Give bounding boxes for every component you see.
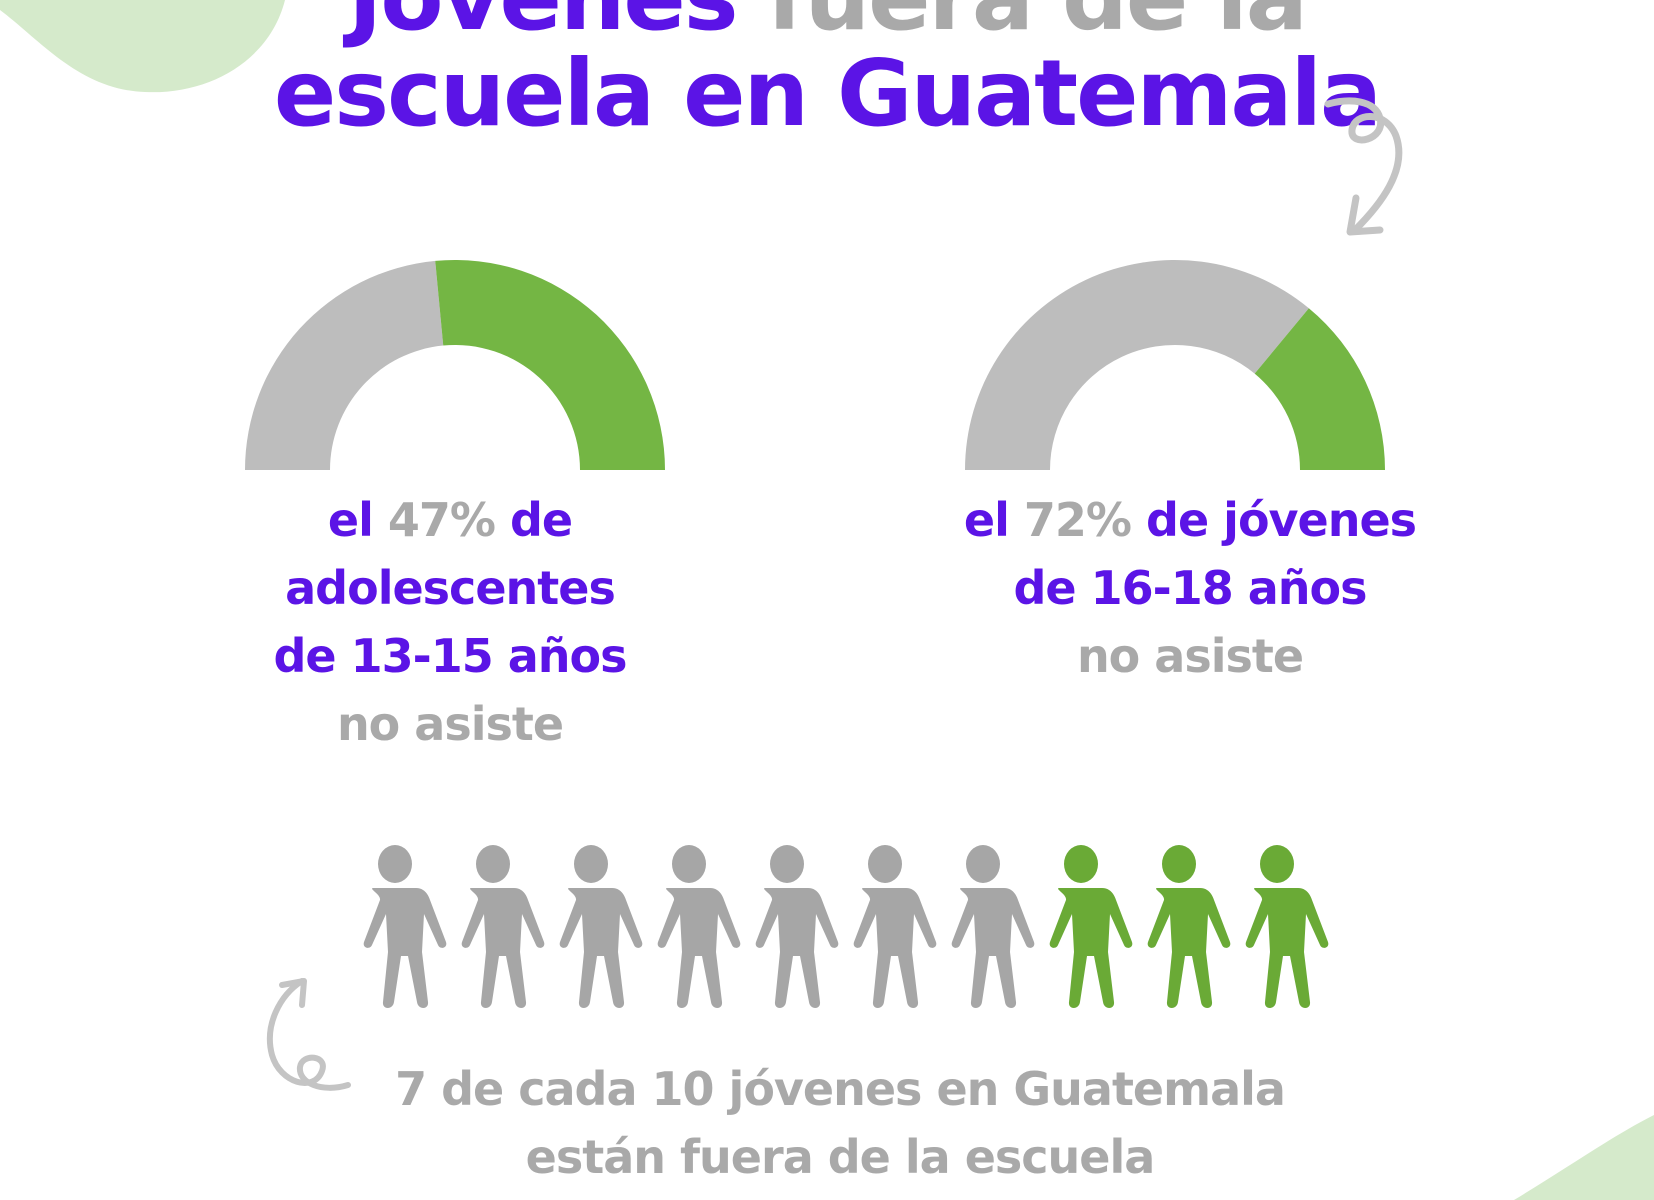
page-title-line2: escuela en Guatemala [273, 40, 1382, 147]
person-icon [1245, 845, 1329, 1008]
gauge-caption-16-18: el 72% de jóvenes de 16-18 años no asist… [920, 486, 1460, 690]
person-icon [853, 845, 937, 1008]
caption-el: el [963, 493, 1010, 547]
top-left-blob [0, 0, 285, 93]
gauge-chart-16-18 [965, 260, 1385, 470]
person-icon [1147, 845, 1231, 1008]
caption-line2: de 16-18 años [1013, 561, 1367, 615]
person-icon [951, 845, 1035, 1008]
gauge-segment-asiste [1254, 308, 1385, 470]
person-icon [461, 845, 545, 1008]
caption-line2: adolescentes [285, 561, 616, 615]
curly-arrow-icon [266, 978, 351, 1091]
person-icon [657, 845, 741, 1008]
person-icon [1049, 845, 1133, 1008]
caption-percentage: 72% [1023, 493, 1132, 547]
caption-de: de [509, 493, 573, 547]
pictogram-caption: 7 de cada 10 jóvenes en Guatemala están … [300, 1055, 1380, 1191]
gauge-segment-no-asiste [245, 260, 444, 470]
page-title-line1: Jóvenes fuera de la [0, 0, 1654, 48]
title-highlight: Jóvenes [348, 0, 738, 51]
person-icon [559, 845, 643, 1008]
bottom-right-blob [1514, 1115, 1654, 1200]
gauge-segment-asiste [435, 260, 665, 470]
pictogram-caption-line1: 7 de cada 10 jóvenes en Guatemala [395, 1062, 1286, 1116]
person-icon [363, 845, 447, 1008]
caption-percentage: 47% [387, 493, 496, 547]
pictogram-people [363, 845, 1329, 1008]
person-icon [755, 845, 839, 1008]
gauge-segment-no-asiste [965, 260, 1309, 470]
gauge-chart-13-15 [245, 260, 665, 470]
caption-line3: no asiste [1076, 629, 1304, 683]
gauge-caption-13-15: el 47% de adolescentes de 13-15 años no … [200, 486, 700, 758]
caption-de: de jóvenes [1146, 493, 1417, 547]
caption-line4: no asiste [336, 697, 564, 751]
title-muted: fuera de la [767, 0, 1308, 51]
caption-el: el [327, 493, 374, 547]
pictogram-caption-line2: están fuera de la escuela [525, 1130, 1156, 1184]
caption-line3: de 13-15 años [273, 629, 627, 683]
curly-arrow-icon [1324, 97, 1403, 236]
